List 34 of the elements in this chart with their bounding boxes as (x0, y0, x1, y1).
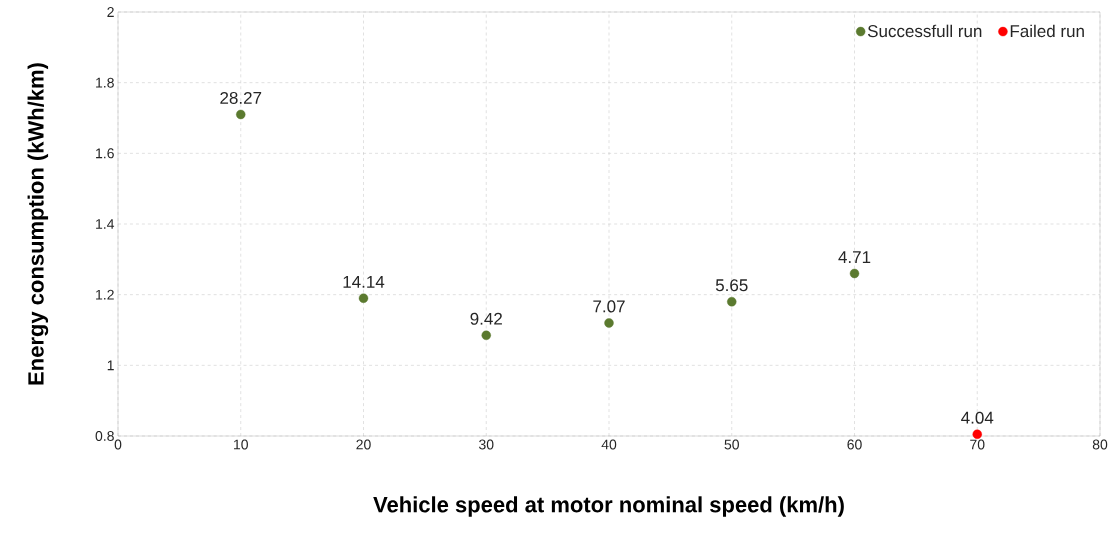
annotation: 28.27 (220, 91, 262, 104)
x-tick-label: 40 (601, 439, 617, 450)
x-tick-label: 50 (724, 439, 739, 450)
point (849, 268, 860, 279)
annotation: 5.65 (715, 279, 748, 292)
y-tick-label: 1.4 (96, 219, 115, 229)
point (604, 318, 614, 328)
x-axis-title: Vehicle speed at motor nominal speed (km/h) (373, 496, 844, 517)
x-tick-label: 0 (114, 439, 122, 450)
x-tick-label: 70 (970, 439, 985, 450)
y-tick-label: 1 (107, 360, 114, 371)
y-tick-label: 1.8 (96, 77, 114, 88)
x-tick-label: 20 (356, 439, 371, 450)
point (727, 297, 737, 307)
annotation: 14.14 (343, 275, 385, 288)
point (972, 429, 982, 439)
legend-label: Successfull run (867, 24, 982, 38)
annotation: 4.71 (838, 251, 871, 263)
annotation: 7.07 (593, 300, 625, 313)
point (236, 109, 246, 120)
legend-label: Failed run (1010, 24, 1084, 38)
y-tick-label: 1.2 (96, 289, 114, 300)
x-tick-label: 80 (1092, 439, 1108, 450)
annotation: 9.42 (470, 312, 502, 325)
y-tick-label: 1.6 (96, 148, 114, 159)
y-tick-label: 0.8 (95, 431, 114, 441)
x-tick-label: 30 (479, 439, 494, 450)
point (481, 330, 491, 340)
point (358, 293, 369, 303)
x-tick-label: 10 (234, 439, 248, 450)
y-axis-title: Energy consumption (kWh/km) (27, 63, 49, 385)
y-tick-label: 2 (107, 7, 114, 17)
annotation: 4.04 (961, 411, 994, 424)
x-tick-label: 60 (847, 439, 862, 450)
